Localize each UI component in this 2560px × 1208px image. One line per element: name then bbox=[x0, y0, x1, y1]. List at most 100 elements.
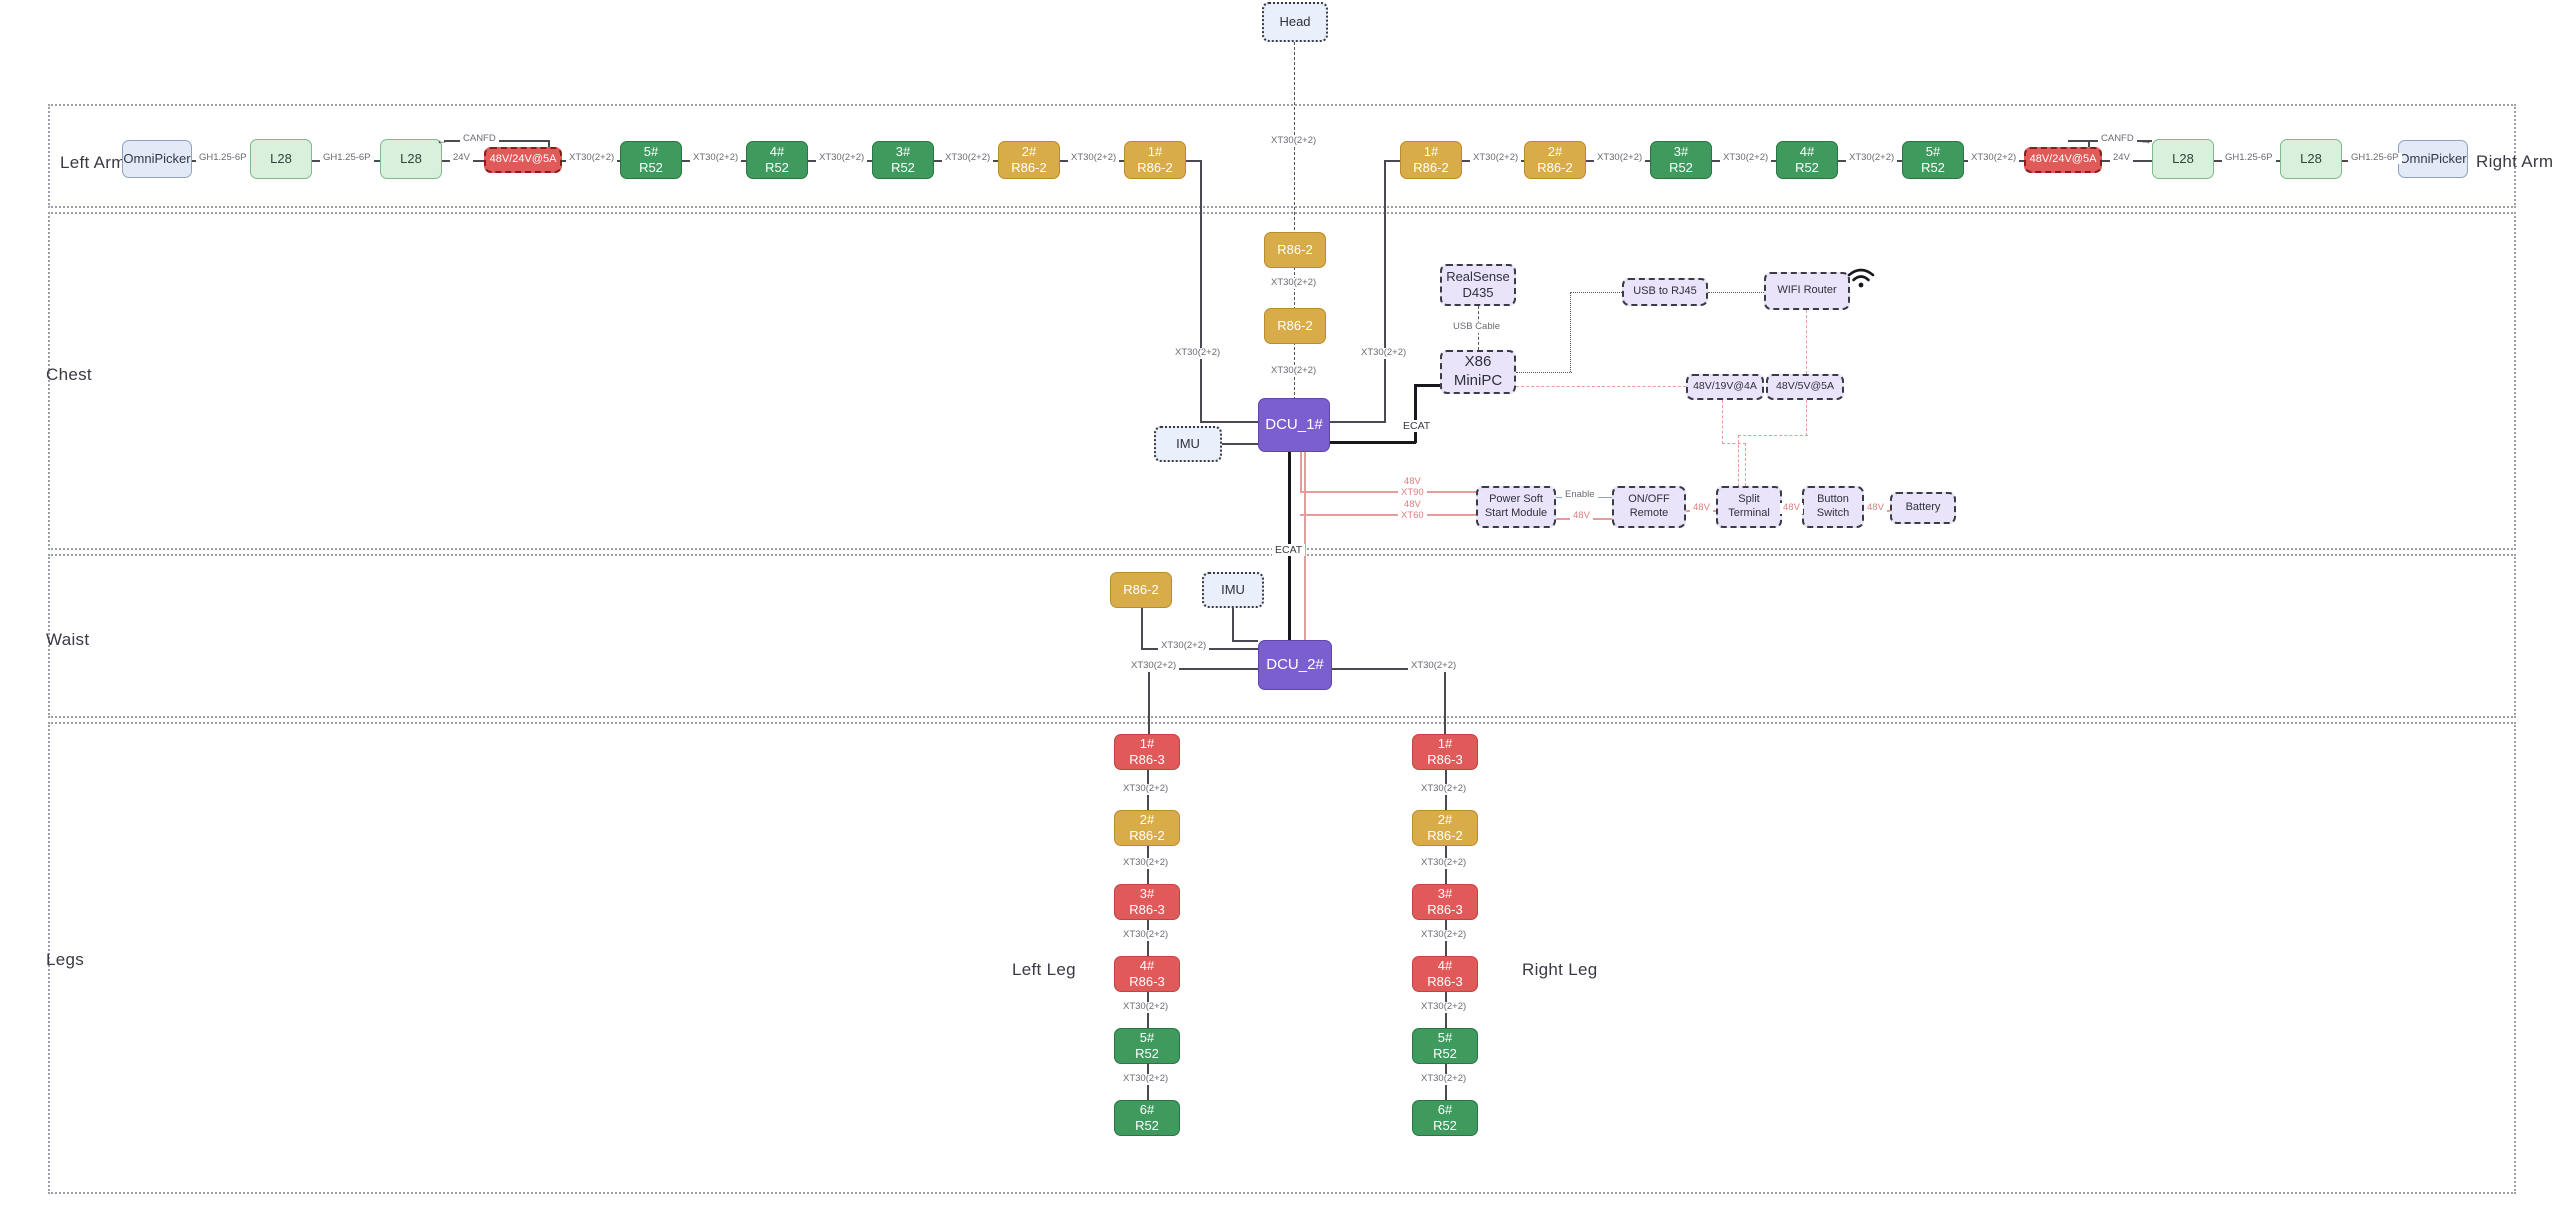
node-right-arm-converter[interactable]: 48V/24V@5A bbox=[2024, 147, 2102, 173]
wire-dcu2-right-v bbox=[1444, 668, 1446, 738]
wire-minipc-rj45-v bbox=[1570, 292, 1571, 372]
edge-label-la-1: GH1.25-6P bbox=[320, 152, 374, 164]
node-battery[interactable]: Battery bbox=[1890, 492, 1956, 524]
node-left-arm-l28-b[interactable]: L28 bbox=[250, 139, 312, 179]
node-left-arm-converter[interactable]: 48V/24V@5A bbox=[484, 147, 562, 173]
node-right-leg-1[interactable]: 1# R86-3 bbox=[1412, 734, 1478, 770]
node-right-arm-4-r52[interactable]: 4# R52 bbox=[1776, 141, 1838, 179]
node-left-arm-5-r52[interactable]: 5# R52 bbox=[620, 141, 682, 179]
node-label: WIFI Router bbox=[1777, 284, 1837, 297]
node-left-leg-2[interactable]: 2# R86-2 bbox=[1114, 810, 1180, 846]
node-label: 3# bbox=[1437, 885, 1453, 901]
node-right-arm-2-r86[interactable]: 2# R86-2 bbox=[1524, 141, 1586, 179]
wire-dcu2-left bbox=[1148, 668, 1258, 670]
node-psu-48v-5v[interactable]: 48V/5V@5A bbox=[1766, 374, 1844, 400]
node-label: RealSense bbox=[1446, 268, 1510, 284]
node-right-arm-l28-b[interactable]: L28 bbox=[2280, 139, 2342, 179]
node-dcu-2[interactable]: DCU_2# bbox=[1258, 640, 1332, 690]
wire-dcu1-to-dcu2 bbox=[1288, 452, 1292, 662]
node-chest-imu[interactable]: IMU bbox=[1154, 426, 1222, 462]
node-x86-minipc[interactable]: X86 MiniPC bbox=[1440, 350, 1516, 394]
node-sublabel: R86-3 bbox=[1129, 902, 1165, 917]
wifi-icon bbox=[1846, 268, 1876, 295]
node-sublabel: R86-3 bbox=[1129, 974, 1165, 989]
node-left-arm-2-r86[interactable]: 2# R86-2 bbox=[998, 141, 1060, 179]
node-label: 48V/24V@5A bbox=[2029, 153, 2097, 166]
node-left-leg-5[interactable]: 5# R52 bbox=[1114, 1028, 1180, 1064]
node-left-arm-1-r86[interactable]: 1# R86-2 bbox=[1124, 141, 1186, 179]
edge-label-chest-spine-2: XT30(2+2) bbox=[1268, 365, 1320, 377]
node-wifi-router[interactable]: WIFI Router bbox=[1764, 272, 1850, 310]
node-right-leg-3[interactable]: 3# R86-3 bbox=[1412, 884, 1478, 920]
node-label: Split bbox=[1738, 493, 1760, 506]
section-label-left-arm: Left Arm bbox=[60, 153, 126, 172]
node-label: 2# bbox=[1547, 143, 1563, 159]
wire-psu5-down-v2 bbox=[1738, 435, 1739, 501]
wire-waist-imu-v bbox=[1232, 608, 1234, 640]
node-label: DCU_2# bbox=[1266, 655, 1324, 673]
node-right-arm-5-r52[interactable]: 5# R52 bbox=[1902, 141, 1964, 179]
node-left-arm-4-r52[interactable]: 4# R52 bbox=[746, 141, 808, 179]
node-label: 5# bbox=[1437, 1029, 1453, 1045]
node-right-arm-omnipicker[interactable]: OmniPicker bbox=[2398, 140, 2468, 178]
rail-voltage: 48V bbox=[1403, 476, 1421, 487]
node-label: 1# bbox=[1147, 143, 1163, 159]
node-head-label: Head bbox=[1279, 13, 1311, 29]
wire-ra-to-dcu-h1 bbox=[1384, 160, 1400, 162]
node-chest-r86-bottom[interactable]: R86-2 bbox=[1264, 308, 1326, 344]
node-right-leg-2[interactable]: 2# R86-2 bbox=[1412, 810, 1478, 846]
rail-voltage: 48V bbox=[1403, 499, 1421, 510]
node-psu-48v-19v[interactable]: 48V/19V@4A bbox=[1686, 374, 1764, 400]
node-sublabel: D435 bbox=[1462, 285, 1494, 300]
node-head[interactable]: Head bbox=[1262, 2, 1328, 42]
node-sublabel: R52 bbox=[1135, 1046, 1159, 1061]
edge-label-48v-xt60: 48V XT60 bbox=[1398, 499, 1427, 522]
wire-ecat-h2 bbox=[1414, 384, 1442, 388]
node-label: 3# bbox=[1139, 885, 1155, 901]
rail-connector: XT60 bbox=[1401, 509, 1424, 521]
node-left-leg-1[interactable]: 1# R86-3 bbox=[1114, 734, 1180, 770]
node-sublabel: R86-3 bbox=[1427, 752, 1463, 767]
wire-ecat-h bbox=[1330, 441, 1416, 445]
edge-label-rl-1: XT30(2+2) bbox=[1418, 857, 1470, 869]
node-dcu-1[interactable]: DCU_1# bbox=[1258, 398, 1330, 452]
node-button-switch[interactable]: Button Switch bbox=[1802, 486, 1864, 528]
node-sublabel: R86-3 bbox=[1129, 752, 1165, 767]
node-left-leg-6[interactable]: 6# R52 bbox=[1114, 1100, 1180, 1136]
node-right-leg-5[interactable]: 5# R52 bbox=[1412, 1028, 1478, 1064]
wire-psu19-down bbox=[1722, 400, 1723, 444]
node-left-arm-l28-a[interactable]: L28 bbox=[380, 139, 442, 179]
node-split-terminal[interactable]: Split Terminal bbox=[1716, 486, 1782, 528]
node-onoff-remote[interactable]: ON/OFF Remote bbox=[1612, 486, 1686, 528]
edge-label-pc-48v-4: 48V bbox=[1864, 502, 1887, 514]
edge-label-ra-1: XT30(2+2) bbox=[1594, 152, 1646, 164]
node-power-soft-start[interactable]: Power Soft Start Module bbox=[1476, 486, 1556, 528]
edge-label-pc-48v-1: 48V bbox=[1570, 510, 1593, 522]
wire-psu19-down-h bbox=[1722, 443, 1746, 444]
node-right-leg-4[interactable]: 4# R86-3 bbox=[1412, 956, 1478, 992]
node-left-arm-3-r52[interactable]: 3# R52 bbox=[872, 141, 934, 179]
node-chest-r86-top[interactable]: R86-2 bbox=[1264, 232, 1326, 268]
node-sublabel: R52 bbox=[891, 160, 915, 175]
node-left-arm-omnipicker[interactable]: OmniPicker bbox=[122, 140, 192, 178]
label-right-leg: Right Leg bbox=[1522, 960, 1598, 979]
node-waist-imu[interactable]: IMU bbox=[1202, 572, 1264, 608]
node-left-leg-4[interactable]: 4# R86-3 bbox=[1114, 956, 1180, 992]
edge-label-la-2: 24V bbox=[450, 152, 473, 164]
node-label: 1# bbox=[1423, 143, 1439, 159]
edge-label-ll-2: XT30(2+2) bbox=[1120, 929, 1172, 941]
node-realsense-d435[interactable]: RealSense D435 bbox=[1440, 264, 1516, 306]
node-waist-r86[interactable]: R86-2 bbox=[1110, 572, 1172, 608]
wire-la-to-dcu-h2 bbox=[1200, 421, 1262, 423]
node-right-arm-1-r86[interactable]: 1# R86-2 bbox=[1400, 141, 1462, 179]
node-usb-to-rj45[interactable]: USB to RJ45 bbox=[1622, 278, 1708, 306]
node-left-leg-3[interactable]: 3# R86-3 bbox=[1114, 884, 1180, 920]
node-right-arm-l28-a[interactable]: L28 bbox=[2152, 139, 2214, 179]
node-label: 5# bbox=[1139, 1029, 1155, 1045]
edge-label-rl-2: XT30(2+2) bbox=[1418, 929, 1470, 941]
node-right-leg-6[interactable]: 6# R52 bbox=[1412, 1100, 1478, 1136]
wire-rj45-left bbox=[1570, 292, 1622, 293]
node-right-arm-3-r52[interactable]: 3# R52 bbox=[1650, 141, 1712, 179]
node-label: R86-2 bbox=[1123, 581, 1159, 597]
node-label: L28 bbox=[400, 150, 422, 166]
